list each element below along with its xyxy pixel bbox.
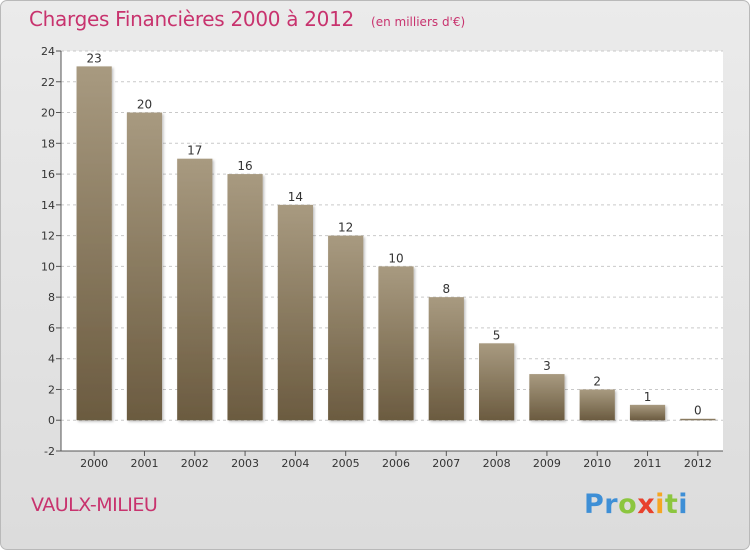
proxiti-logo[interactable]: Proxiti	[584, 489, 688, 520]
data-label: 10	[388, 251, 403, 265]
x-tick-label: 2009	[533, 457, 561, 470]
logo-letter: i	[678, 489, 689, 520]
x-tick-label: 2000	[80, 457, 108, 470]
y-tick-label: 2	[48, 383, 55, 396]
x-tick-label: 2007	[432, 457, 460, 470]
bar-layer	[76, 66, 716, 421]
y-tick-label: 6	[48, 322, 55, 335]
y-tick-label: 16	[41, 168, 55, 181]
x-tick-label: 2003	[231, 457, 259, 470]
logo-letter: o	[618, 489, 638, 520]
bar-2001	[126, 112, 163, 421]
data-label: 3	[543, 359, 551, 373]
data-label: 2	[593, 374, 601, 388]
bar-2011	[629, 404, 666, 421]
data-label: 1	[644, 390, 652, 404]
x-tick-label: 2010	[583, 457, 611, 470]
x-tick-label: 2002	[181, 457, 209, 470]
x-tick-label: 2004	[281, 457, 309, 470]
data-label: 16	[237, 159, 252, 173]
y-tick-label: -2	[44, 445, 55, 458]
y-tick-label: 20	[41, 107, 55, 120]
bar-2007	[428, 297, 464, 421]
bar-2008	[479, 343, 515, 421]
chart-title: Charges Financières 2000 à 2012	[29, 7, 354, 31]
data-label: 8	[442, 282, 450, 296]
bar-2010	[579, 389, 615, 421]
bar-2009	[529, 374, 565, 421]
y-tick-label: 18	[41, 137, 55, 150]
data-label: 0	[694, 404, 702, 418]
bar-2004	[277, 204, 313, 421]
bar-2005	[328, 235, 364, 421]
logo-letter: i	[655, 489, 665, 520]
bar-2012	[680, 418, 716, 421]
x-tick-label: 2005	[332, 457, 360, 470]
bar-2006	[378, 266, 414, 421]
title-row: Charges Financières 2000 à 2012 (en mill…	[29, 7, 465, 31]
place-name: VAULX-MILIEU	[31, 494, 158, 516]
data-label: 20	[137, 98, 152, 112]
y-tick-label: 24	[41, 45, 55, 58]
x-tick-label: 2011	[634, 457, 662, 470]
y-tick-label: 12	[41, 230, 55, 243]
data-label: 17	[187, 144, 202, 158]
x-tick-label: 2012	[684, 457, 712, 470]
y-tick-label: 8	[48, 291, 55, 304]
logo-letter: x	[637, 489, 656, 520]
y-tick-label: 4	[48, 353, 55, 366]
data-label: 12	[338, 221, 353, 235]
y-tick-label: 22	[41, 76, 55, 89]
logo-letter: r	[604, 489, 619, 520]
logo-letter: t	[664, 489, 679, 520]
data-label: 23	[87, 51, 102, 65]
logo-letter: P	[584, 489, 605, 520]
data-label: 5	[493, 328, 501, 342]
chart-subtitle: (en milliers d'€)	[371, 15, 466, 29]
x-tick-label: 2006	[382, 457, 410, 470]
bar-2000	[76, 66, 112, 421]
x-tick-label: 2001	[130, 457, 158, 470]
y-tick-label: 14	[41, 199, 55, 212]
y-tick-label: 0	[48, 414, 55, 427]
bar-2002	[177, 158, 213, 421]
bar-2003	[227, 174, 263, 421]
x-tick-label: 2008	[483, 457, 511, 470]
data-label: 14	[288, 190, 303, 204]
y-tick-label: 10	[41, 260, 55, 273]
